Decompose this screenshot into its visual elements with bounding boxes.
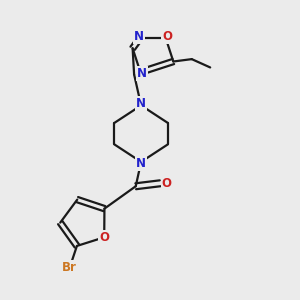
Text: N: N <box>134 30 144 43</box>
Text: N: N <box>137 67 147 80</box>
Text: N: N <box>136 98 146 110</box>
Text: N: N <box>136 157 146 170</box>
Text: Br: Br <box>62 261 77 274</box>
Text: O: O <box>99 231 109 244</box>
Text: O: O <box>162 30 172 43</box>
Text: O: O <box>162 177 172 190</box>
